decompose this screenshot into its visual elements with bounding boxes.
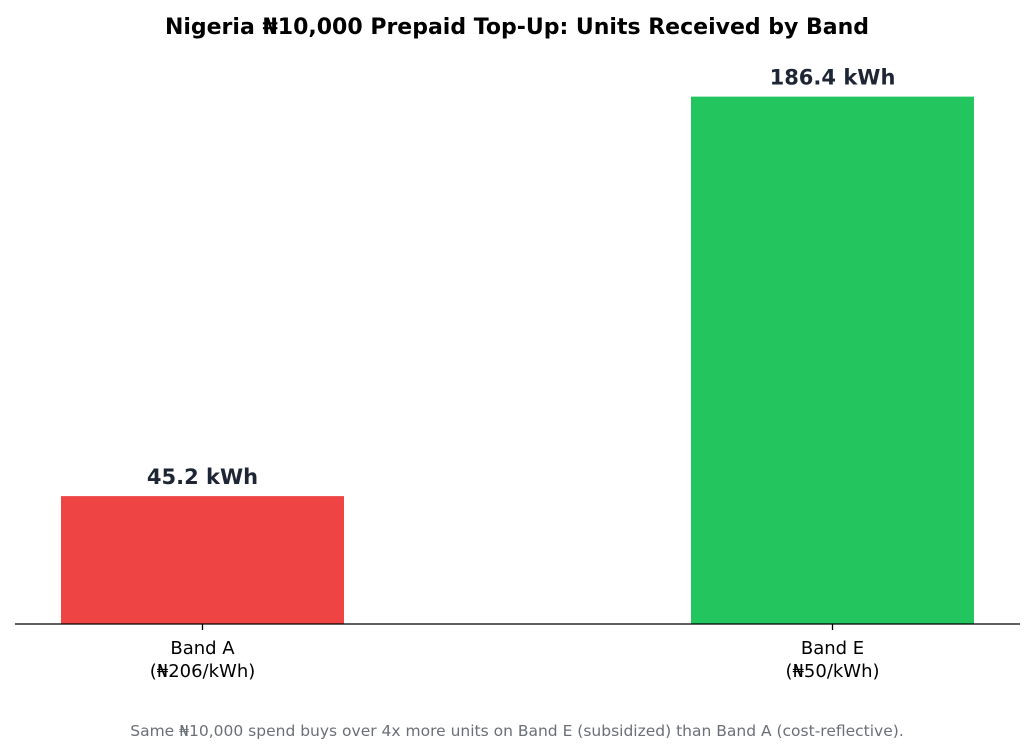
bars-group: 45.2 kWh 186.4 kWh [61, 66, 974, 624]
tick-sublabel-band-a: (₦206/kWh) [150, 661, 256, 682]
value-label-band-a: 45.2 kWh [147, 465, 258, 489]
tick-sublabel-band-e: (₦50/kWh) [785, 661, 879, 682]
tick-label-band-e: Band E [801, 638, 864, 659]
tick-label-band-a: Band A [170, 638, 235, 659]
x-ticks-group: Band A(₦206/kWh) Band E(₦50/kWh) [150, 624, 880, 682]
chart-title: Nigeria ₦10,000 Prepaid Top-Up: Units Re… [165, 15, 869, 40]
value-label-band-e: 186.4 kWh [770, 66, 896, 90]
chart-footnote: Same ₦10,000 spend buys over 4x more uni… [130, 722, 904, 740]
bar-band-a [61, 496, 344, 624]
bar-band-e [691, 96, 974, 624]
